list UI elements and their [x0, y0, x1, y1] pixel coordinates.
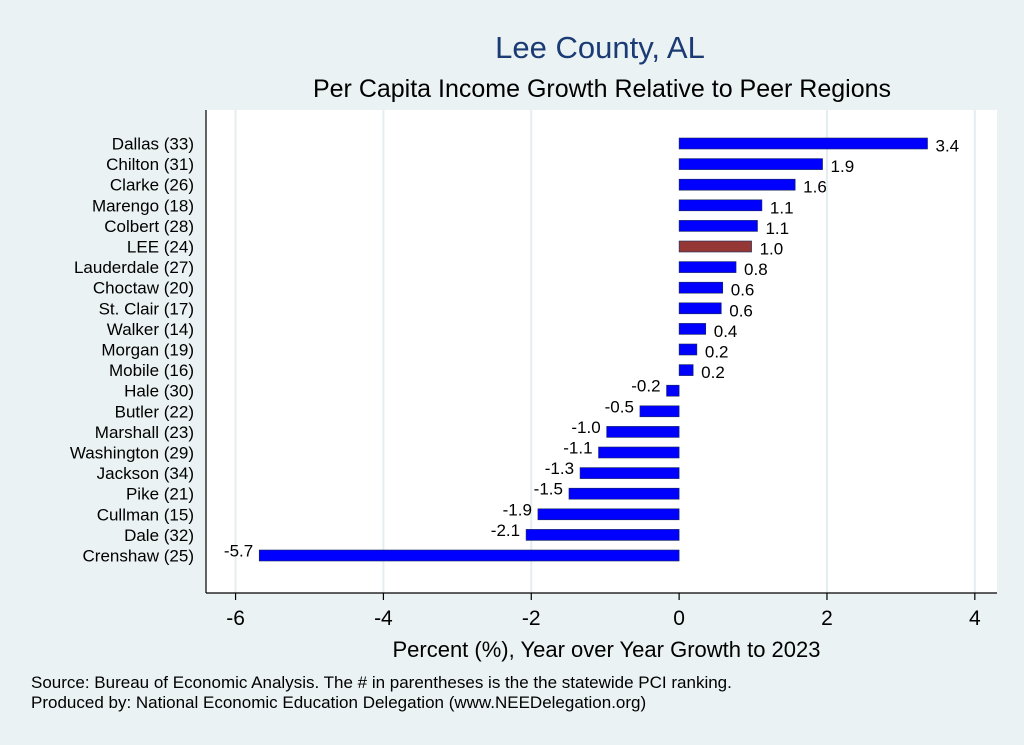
category-label: Walker (14)	[107, 320, 194, 339]
source-note: Source: Bureau of Economic Analysis. The…	[31, 673, 732, 692]
data-label: 1.0	[760, 240, 784, 259]
bar	[258, 549, 680, 562]
category-label: LEE (24)	[127, 238, 194, 257]
x-tick-label: -4	[374, 607, 393, 630]
data-label: 1.1	[770, 198, 794, 217]
category-label: Pike (21)	[126, 485, 194, 504]
bar	[678, 240, 752, 253]
bar	[678, 302, 722, 315]
data-label: -1.0	[571, 418, 600, 437]
data-label: 1.1	[765, 219, 789, 238]
bar	[678, 281, 724, 294]
x-tick-label: 4	[969, 607, 981, 630]
category-label: Morgan (19)	[101, 341, 194, 360]
category-label: Clarke (26)	[110, 176, 194, 195]
x-tick-label: -2	[522, 607, 541, 630]
category-label: Choctaw (20)	[93, 279, 194, 298]
bar	[568, 487, 680, 500]
data-label: 0.2	[705, 343, 729, 362]
bar	[678, 343, 698, 356]
data-label: -1.3	[545, 459, 574, 478]
data-label: 0.4	[714, 322, 738, 341]
x-axis-title: Percent (%), Year over Year Growth to 20…	[392, 637, 820, 662]
bar	[666, 384, 680, 397]
category-label: Jackson (34)	[97, 464, 194, 483]
data-label: -2.1	[491, 521, 520, 540]
data-label: 3.4	[936, 137, 960, 156]
bar	[678, 199, 763, 212]
data-label: 1.9	[831, 157, 855, 176]
bar	[598, 446, 680, 459]
bar	[606, 426, 680, 438]
x-tick-label: 2	[821, 607, 833, 630]
bar	[579, 467, 680, 479]
bar	[678, 323, 707, 335]
category-label: Colbert (28)	[104, 217, 194, 236]
producer-note: Produced by: National Economic Education…	[31, 693, 647, 712]
bar	[678, 158, 823, 170]
data-label: 0.6	[731, 281, 755, 300]
bar	[678, 261, 737, 273]
bar	[678, 178, 796, 191]
data-label: -1.5	[534, 480, 563, 499]
category-label: Mobile (16)	[109, 361, 194, 380]
data-label: -1.1	[563, 439, 592, 458]
category-label: Dallas (33)	[112, 135, 194, 154]
category-label: Crenshaw (25)	[83, 547, 195, 566]
data-label: -1.9	[503, 500, 532, 519]
category-label: St. Clair (17)	[99, 299, 194, 318]
category-label: Cullman (15)	[97, 505, 194, 524]
category-label: Hale (30)	[124, 382, 194, 401]
chart-title: Lee County, AL	[495, 30, 705, 65]
bar	[678, 220, 758, 232]
bar	[525, 529, 680, 541]
data-label: 1.6	[803, 178, 827, 197]
category-label: Dale (32)	[124, 526, 194, 545]
x-tick-label: -6	[226, 607, 245, 630]
category-label: Washington (29)	[70, 444, 194, 463]
category-label: Lauderdale (27)	[74, 258, 194, 277]
data-label: 0.2	[701, 363, 725, 382]
category-label: Marengo (18)	[92, 196, 194, 215]
chart-subtitle: Per Capita Income Growth Relative to Pee…	[312, 75, 892, 103]
category-label: Chilton (31)	[106, 155, 194, 174]
data-label: 0.8	[744, 260, 768, 279]
category-label: Butler (22)	[115, 402, 194, 421]
plot-area	[206, 110, 997, 593]
x-tick-label: 0	[673, 607, 685, 630]
bar	[678, 137, 928, 150]
category-label: Marshall (23)	[95, 423, 194, 442]
bar	[678, 364, 694, 376]
bar	[537, 508, 680, 521]
data-label: 0.6	[729, 301, 753, 320]
data-label: -0.5	[605, 397, 634, 416]
data-label: -0.2	[631, 377, 660, 396]
bar	[639, 405, 680, 418]
data-label: -5.7	[224, 542, 253, 561]
